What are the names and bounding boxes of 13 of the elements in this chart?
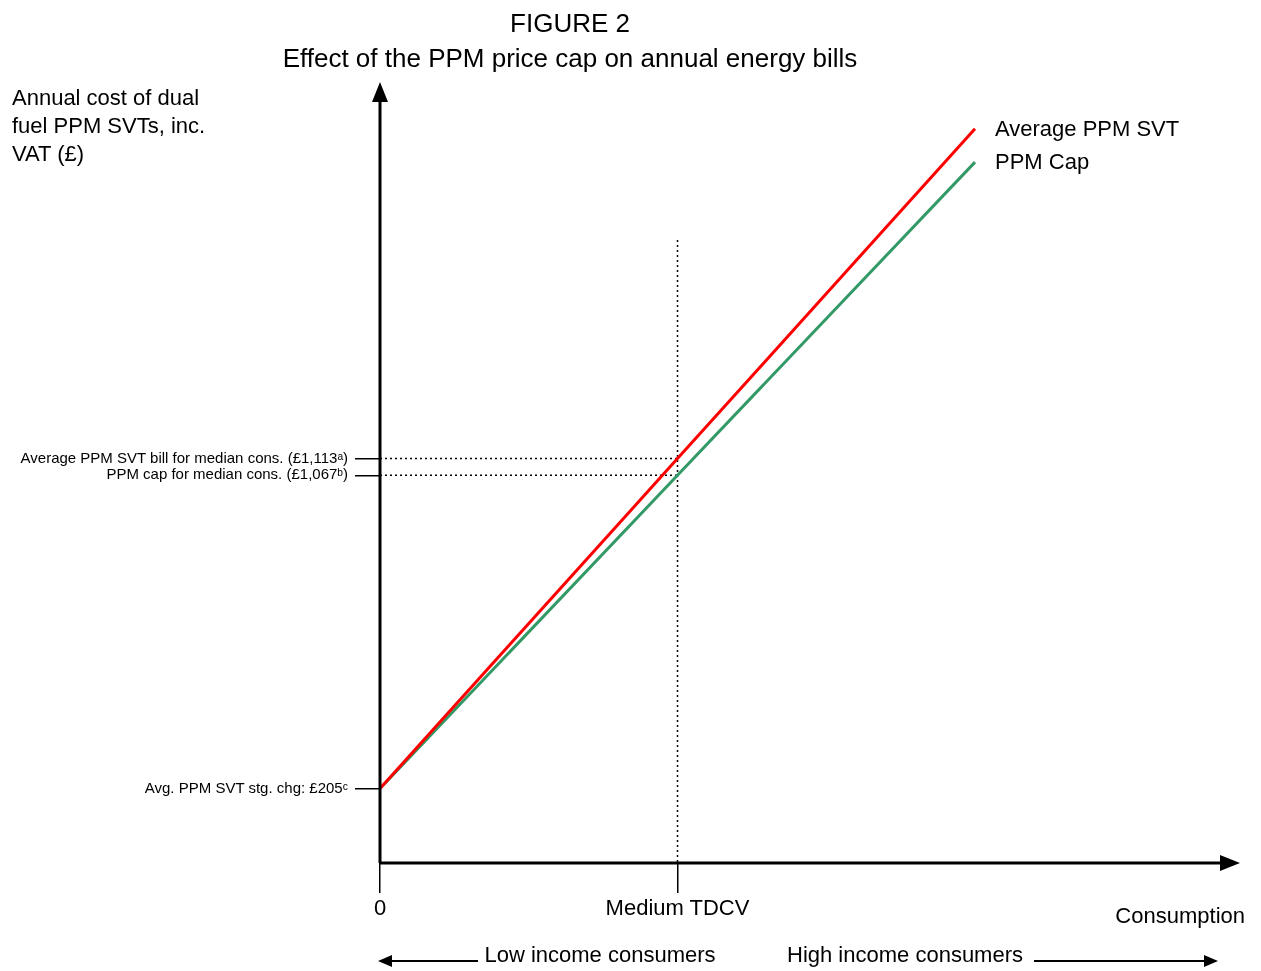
y-tick-label: PPM cap for median cons. (£1,067ᵇ): [106, 465, 348, 483]
text: Low income consumers: [484, 942, 716, 967]
y-axis-title: Annual cost of dual fuel PPM SVTs, inc. VAT (£): [12, 85, 206, 166]
y-tick-label: Average PPM SVT bill for median cons. (£1,113ᵃ): [20, 448, 348, 466]
series-label: PPM Cap: [995, 149, 1090, 175]
x-tick-label: Medium TDCV: [605, 895, 750, 921]
y-tick-label: Avg. PPM SVT stg. chg: £205ᶜ: [144, 778, 348, 796]
chart-title: FIGURE 2: [510, 8, 630, 38]
chart-subtitle: Effect of the PPM price cap on annual energy bills: [282, 43, 858, 73]
series-label: Average PPM SVT: [995, 115, 1180, 141]
x-tick-label: 0: [373, 895, 387, 921]
x-axis-title: Consumption: [1115, 903, 1245, 928]
text: High income consumers: [787, 942, 1023, 967]
